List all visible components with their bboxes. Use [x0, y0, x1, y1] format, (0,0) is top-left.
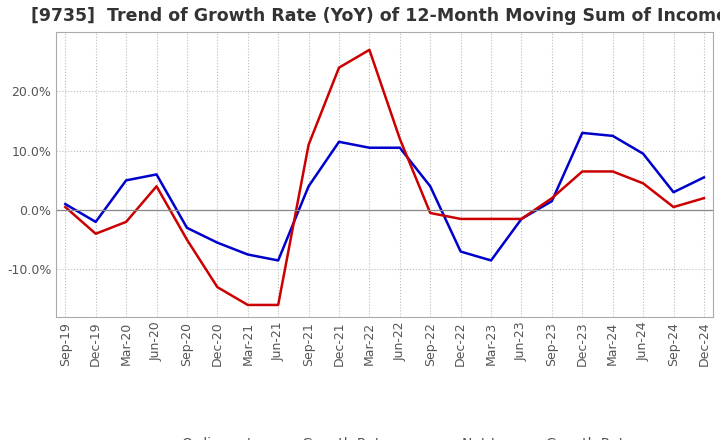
Ordinary Income Growth Rate [578, 130, 587, 136]
Ordinary Income Growth Rate [305, 183, 313, 189]
Net Income Growth Rate [578, 169, 587, 174]
Net Income Growth Rate [305, 142, 313, 147]
Ordinary Income Growth Rate [395, 145, 404, 150]
Net Income Growth Rate [91, 231, 100, 236]
Ordinary Income Growth Rate [456, 249, 465, 254]
Ordinary Income Growth Rate [152, 172, 161, 177]
Net Income Growth Rate [365, 47, 374, 52]
Net Income Growth Rate [61, 205, 70, 210]
Net Income Growth Rate [335, 65, 343, 70]
Ordinary Income Growth Rate [547, 198, 556, 204]
Ordinary Income Growth Rate [608, 133, 617, 139]
Net Income Growth Rate [700, 195, 708, 201]
Ordinary Income Growth Rate [243, 252, 252, 257]
Ordinary Income Growth Rate [669, 190, 678, 195]
Ordinary Income Growth Rate [274, 258, 282, 263]
Net Income Growth Rate [456, 216, 465, 222]
Net Income Growth Rate [122, 219, 130, 224]
Net Income Growth Rate [487, 216, 495, 222]
Net Income Growth Rate [213, 285, 222, 290]
Net Income Growth Rate [669, 205, 678, 210]
Line: Ordinary Income Growth Rate: Ordinary Income Growth Rate [66, 133, 704, 260]
Ordinary Income Growth Rate [365, 145, 374, 150]
Title: [9735]  Trend of Growth Rate (YoY) of 12-Month Moving Sum of Incomes: [9735] Trend of Growth Rate (YoY) of 12-… [31, 7, 720, 25]
Net Income Growth Rate [639, 181, 647, 186]
Ordinary Income Growth Rate [639, 151, 647, 156]
Net Income Growth Rate [395, 136, 404, 142]
Net Income Growth Rate [547, 195, 556, 201]
Ordinary Income Growth Rate [213, 240, 222, 245]
Ordinary Income Growth Rate [61, 202, 70, 207]
Ordinary Income Growth Rate [335, 139, 343, 144]
Net Income Growth Rate [426, 210, 435, 216]
Legend: Ordinary Income Growth Rate, Net Income Growth Rate: Ordinary Income Growth Rate, Net Income … [129, 430, 640, 440]
Net Income Growth Rate [608, 169, 617, 174]
Net Income Growth Rate [152, 183, 161, 189]
Net Income Growth Rate [517, 216, 526, 222]
Net Income Growth Rate [243, 302, 252, 308]
Net Income Growth Rate [183, 237, 192, 242]
Ordinary Income Growth Rate [700, 175, 708, 180]
Ordinary Income Growth Rate [183, 225, 192, 231]
Ordinary Income Growth Rate [91, 219, 100, 224]
Line: Net Income Growth Rate: Net Income Growth Rate [66, 50, 704, 305]
Ordinary Income Growth Rate [517, 216, 526, 222]
Net Income Growth Rate [274, 302, 282, 308]
Ordinary Income Growth Rate [487, 258, 495, 263]
Ordinary Income Growth Rate [122, 178, 130, 183]
Ordinary Income Growth Rate [426, 183, 435, 189]
